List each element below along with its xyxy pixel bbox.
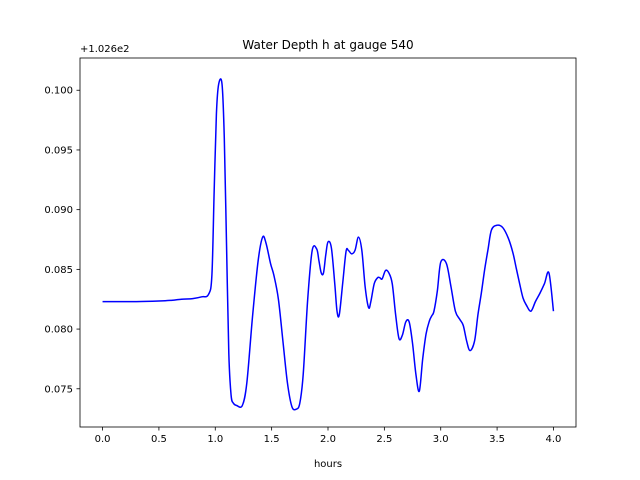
x-tick-label: 2.5 [376,434,392,445]
y-tick-label: 0.100 [44,86,73,97]
series-line [102,78,555,411]
x-tick-label: 0.5 [151,434,167,445]
y-tick-label: 0.085 [44,265,73,276]
plot-area [102,78,555,411]
y-tick-label: 0.095 [44,145,73,156]
x-axis-label: hours [314,459,342,470]
y-axis-ticks: 0.075 0.080 0.085 0.090 0.095 0.100 [44,86,80,395]
y-tick-label: 0.080 [44,325,73,336]
y-tick-label: 0.090 [44,205,73,216]
chart-title: Water Depth h at gauge 540 [242,38,413,52]
y-offset-label: +1.026e2 [80,44,130,55]
x-tick-label: 3.5 [489,434,505,445]
x-axis-ticks: 0.0 0.5 1.0 1.5 2.0 2.5 3.0 3.5 4.0 [95,427,562,445]
y-tick-label: 0.075 [44,384,73,395]
x-tick-label: 1.5 [264,434,280,445]
x-tick-label: 2.0 [320,434,336,445]
x-tick-label: 0.0 [95,434,111,445]
axes-frame [79,57,577,428]
x-tick-label: 4.0 [546,434,562,445]
x-tick-label: 3.0 [433,434,449,445]
x-tick-label: 1.0 [207,434,223,445]
